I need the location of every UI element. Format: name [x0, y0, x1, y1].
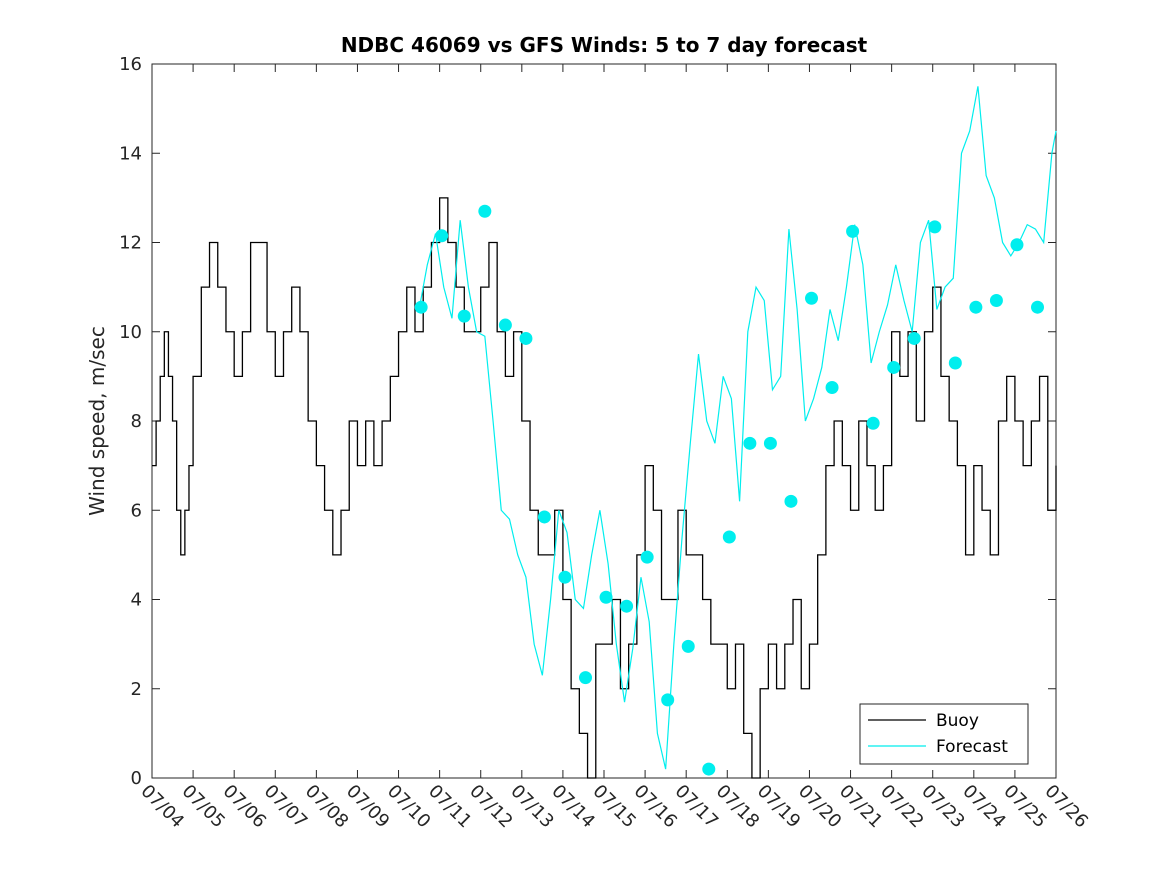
forecast-point	[846, 224, 860, 238]
legend-label-buoy: Buoy	[936, 711, 979, 731]
forecast-point	[457, 309, 471, 323]
forecast-point	[784, 494, 798, 508]
forecast-point	[1031, 300, 1045, 314]
y-tick-label: 4	[131, 590, 142, 611]
forecast-point	[519, 331, 533, 345]
chart-title: NDBC 46069 vs GFS Winds: 5 to 7 day fore…	[341, 33, 868, 57]
forecast-point	[579, 671, 593, 685]
legend: Buoy Forecast	[859, 703, 1029, 765]
y-tick-label: 14	[119, 143, 142, 164]
forecast-point	[722, 530, 736, 544]
forecast-point	[661, 693, 675, 707]
forecast-point	[599, 590, 613, 604]
buoy-series-line	[152, 197, 1057, 779]
legend-box	[859, 703, 1029, 765]
y-tick-label: 16	[119, 54, 142, 75]
forecast-point	[743, 436, 757, 450]
y-tick-label: 10	[119, 322, 142, 343]
y-axis: 0 2 4 6 8 10 12 14 16	[119, 54, 1056, 789]
forecast-point	[805, 291, 819, 305]
forecast-series-line	[418, 86, 1057, 770]
forecast-point	[498, 318, 512, 332]
forecast-point	[620, 599, 634, 613]
forecast-point	[414, 300, 428, 314]
legend-label-forecast: Forecast	[936, 737, 1008, 757]
y-tick-label: 6	[131, 500, 142, 521]
y-tick-label: 0	[131, 768, 142, 789]
plot-area	[151, 63, 1057, 779]
forecast-point	[702, 762, 716, 776]
forecast-point	[763, 436, 777, 450]
forecast-point	[435, 229, 449, 243]
forecast-point	[478, 204, 492, 218]
series-layer	[152, 86, 1057, 779]
forecast-point	[1010, 238, 1024, 252]
forecast-point	[887, 360, 901, 374]
y-tick-label: 2	[131, 679, 142, 700]
forecast-point	[558, 570, 572, 584]
y-tick-label: 12	[119, 233, 142, 254]
forecast-point	[907, 331, 921, 345]
forecast-point	[989, 294, 1003, 308]
forecast-point	[640, 550, 654, 564]
forecast-point	[825, 381, 839, 395]
forecast-point	[866, 416, 880, 430]
forecast-point	[681, 639, 695, 653]
forecast-point	[969, 300, 983, 314]
forecast-point	[928, 220, 942, 234]
y-tick-label: 8	[131, 411, 142, 432]
forecast-point	[537, 510, 551, 524]
y-axis-label: Wind speed, m/sec	[85, 326, 109, 516]
forecast-point	[948, 356, 962, 370]
